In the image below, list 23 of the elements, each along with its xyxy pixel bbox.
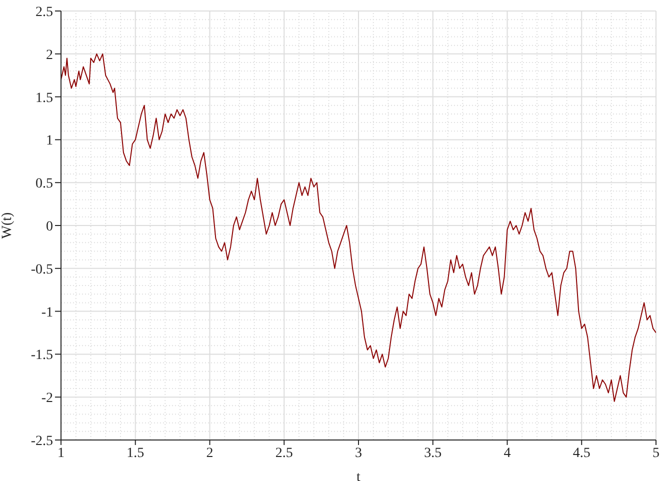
x-tick-label: 2 [206, 446, 214, 461]
x-tick-label: 3.5 [424, 446, 442, 461]
x-tick-label: 2.5 [275, 446, 293, 461]
x-tick-label: 1.5 [126, 446, 144, 461]
x-tick-label: 4 [504, 446, 511, 461]
y-tick-label: 1 [46, 134, 53, 149]
x-axis-title: t [356, 470, 361, 481]
y-tick-label: -1 [41, 305, 53, 320]
y-tick-label: -1.5 [30, 348, 53, 364]
y-tick-label: 2 [46, 48, 53, 63]
y-tick-label: 2.5 [36, 4, 53, 20]
y-axis-title: W(t) [0, 212, 15, 239]
y-tick-label: -0.5 [30, 262, 53, 278]
y-tick-label: 0 [46, 219, 53, 234]
y-tick-label: -2.5 [30, 434, 53, 449]
x-tick-label: 3 [355, 446, 362, 461]
x-tick-label: 5 [652, 446, 660, 461]
line-series [61, 53, 656, 402]
x-tick-label: 1 [58, 446, 64, 461]
y-tick-label: -2 [41, 391, 53, 406]
y-tick-label: 0.5 [36, 176, 53, 192]
y-tick-label: 1.5 [36, 90, 53, 106]
x-tick-label: 4.5 [572, 446, 590, 461]
